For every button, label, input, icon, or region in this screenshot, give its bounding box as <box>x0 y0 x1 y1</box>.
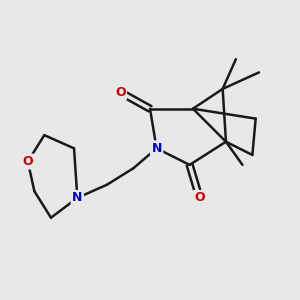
Text: O: O <box>22 155 33 168</box>
Text: N: N <box>152 142 162 155</box>
Text: O: O <box>194 191 205 204</box>
Text: O: O <box>115 86 126 99</box>
Text: N: N <box>72 191 82 204</box>
